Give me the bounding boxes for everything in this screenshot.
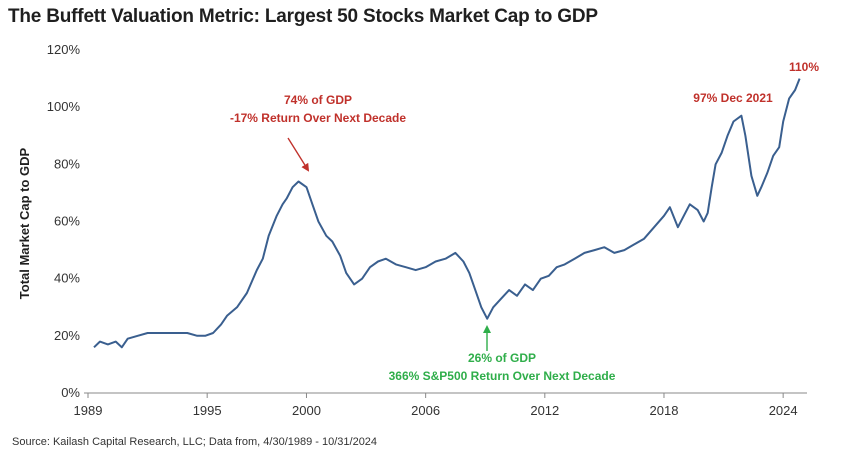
x-tick-label: 2000 [292, 403, 321, 418]
annotation-label: -17% Return Over Next Decade [230, 111, 406, 125]
y-tick-label: 60% [54, 214, 80, 229]
annotation-arrow [287, 137, 310, 172]
x-tick-label: 1989 [74, 403, 103, 418]
y-tick-label: 100% [47, 99, 81, 114]
chart-title: The Buffett Valuation Metric: Largest 50… [8, 6, 598, 27]
series-line [93, 78, 801, 349]
y-tick-label: 80% [54, 156, 80, 171]
y-tick-label: 40% [54, 271, 80, 286]
x-tick-label: 2018 [650, 403, 679, 418]
y-tick-label: 0% [61, 385, 80, 400]
x-tick-label: 2024 [769, 403, 798, 418]
x-tick-label: 1995 [193, 403, 222, 418]
y-axis-label: Total Market Cap to GDP [17, 147, 32, 299]
annotation-label: 366% S&P500 Return Over Next Decade [389, 369, 616, 383]
annotation-label: 74% of GDP [284, 93, 352, 107]
y-tick-label: 20% [54, 328, 80, 343]
y-tick-label: 120% [47, 42, 81, 57]
annotation-label: 26% of GDP [468, 351, 536, 365]
annotation-label: 110% [789, 60, 819, 74]
x-tick-label: 2012 [530, 403, 559, 418]
x-tick-label: 2006 [411, 403, 440, 418]
annotation-label: 97% Dec 2021 [693, 91, 773, 105]
source-note: Source: Kailash Capital Research, LLC; D… [12, 436, 378, 448]
